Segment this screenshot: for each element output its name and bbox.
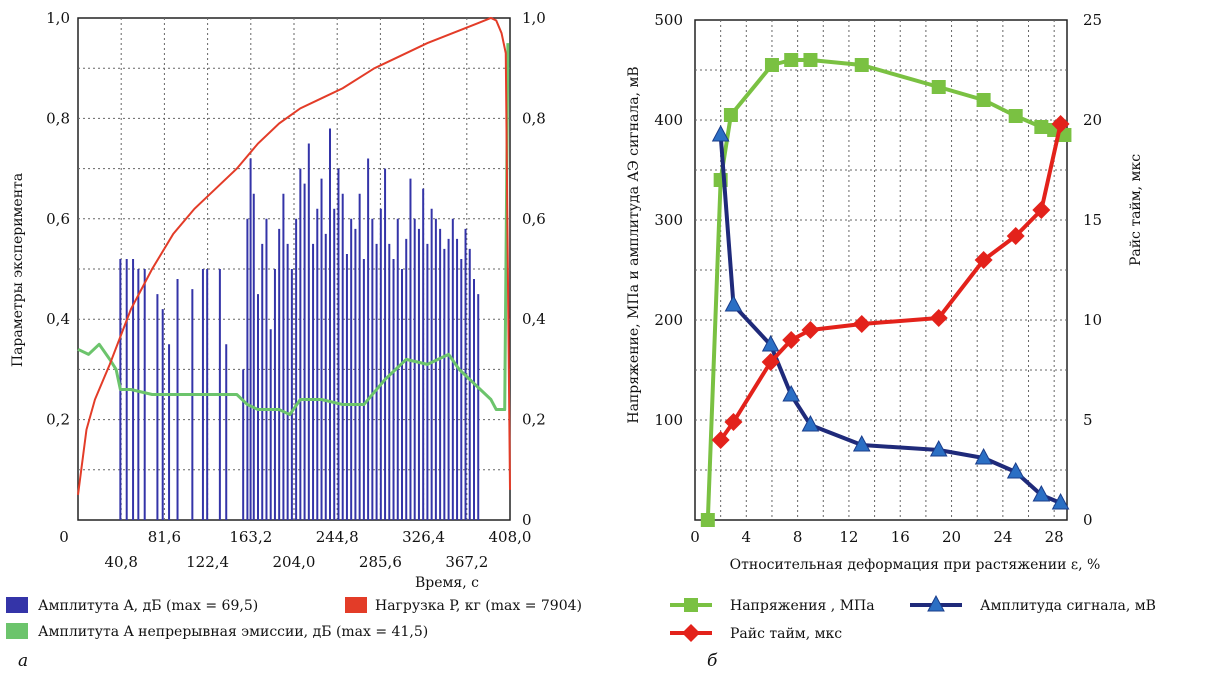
y-tick-right: 0	[1083, 511, 1093, 529]
stress-point	[1008, 109, 1023, 123]
panel-label-a: а	[18, 651, 28, 671]
x-tick-upper: 163,2	[229, 528, 272, 546]
stress-point	[764, 58, 779, 72]
rise-time-point	[801, 321, 820, 339]
x-tick: 8	[793, 528, 803, 546]
y-axis-label-b: Напряжение, МПа и амплитуда АЭ сигнала, …	[626, 66, 642, 423]
continuous-emission-line	[77, 43, 510, 417]
y-tick-right: 0,4	[522, 310, 546, 328]
amplitude-point	[761, 334, 780, 352]
rise-time-point	[974, 251, 993, 269]
x-tick: 4	[742, 528, 752, 546]
amplitude-point	[782, 384, 801, 402]
legend-label: Напряжения , МПа	[730, 598, 875, 614]
y-tick-left: 0,2	[46, 411, 70, 429]
legend-marker	[684, 598, 698, 612]
x-tick: 24	[993, 528, 1012, 546]
x-tick-upper: 81,6	[148, 528, 181, 546]
y-tick-right: 0,8	[522, 109, 546, 127]
y-tick-right: 0	[522, 511, 532, 529]
y-tick-right: 1,0	[522, 9, 546, 27]
x-tick-lower: 285,6	[359, 553, 402, 571]
y-tick-right: 20	[1083, 111, 1102, 129]
y-tick-left: 0,8	[46, 109, 70, 127]
x-tick-lower: 122,4	[186, 553, 229, 571]
rise-time-point	[852, 315, 871, 333]
x-tick: 16	[891, 528, 910, 546]
y-tick-left: 500	[654, 11, 683, 29]
y-tick-right: 0,2	[522, 411, 546, 429]
rise-time-point	[1051, 115, 1070, 133]
chart-b: 100 200 300 400 500 0 5 10 15 20 25 0 4 8 12 16 20 24 28 От…	[626, 11, 1156, 671]
amplitude-point	[724, 294, 743, 312]
x-tick-lower: 367,2	[445, 553, 488, 571]
legend-marker	[927, 594, 945, 612]
stress-point	[976, 93, 991, 107]
legend-label: Райс тайм, мкс	[730, 626, 842, 642]
y-tick-right: 15	[1083, 211, 1102, 229]
stress-point	[854, 58, 869, 72]
load-line	[77, 16, 511, 496]
y-tick-left: 200	[654, 311, 683, 329]
y-tick-left: 1,0	[46, 9, 70, 27]
legend-label: Амплитуда сигнала, мВ	[980, 598, 1156, 614]
rise-time-point	[929, 309, 948, 327]
y-tick-left: 0,6	[46, 210, 70, 228]
legend-label: Амплитута A, дБ (max = 69,5)	[38, 598, 258, 614]
legend-swatch	[6, 623, 28, 639]
legend-swatch	[6, 597, 28, 613]
amplitude-point	[929, 439, 948, 457]
legend-label: Нагрузка P, кг (max = 7904)	[375, 598, 582, 614]
legend-label: Амплитута A непрерывная эмиссии, дБ (max…	[38, 624, 428, 640]
rise-time-point	[1032, 201, 1051, 219]
x-tick-lower: 204,0	[273, 553, 316, 571]
amplitude-point	[711, 124, 730, 142]
y-tick-right: 5	[1083, 411, 1093, 429]
amplitude-point	[1006, 461, 1025, 479]
x-tick: 20	[942, 528, 961, 546]
stress-point	[784, 53, 799, 67]
panel-label-b: б	[707, 651, 718, 671]
x-axis-label-b: Относительная деформация при растяжении …	[730, 557, 1101, 573]
amplitude-point	[852, 434, 871, 452]
stress-point	[1034, 120, 1049, 134]
rise-time-point	[711, 431, 730, 449]
y-tick-right: 25	[1083, 11, 1102, 29]
y2-axis-label-b: Райс тайм, мкс	[1128, 154, 1144, 266]
x-tick: 28	[1045, 528, 1064, 546]
amplitude-point	[1051, 492, 1070, 510]
y-tick-left: 0,4	[46, 310, 70, 328]
y-tick-right: 10	[1083, 311, 1102, 329]
rise-time-point	[782, 331, 801, 349]
y-tick-left: 100	[654, 411, 683, 429]
legend-marker	[682, 624, 700, 642]
x-tick-upper: 0	[59, 528, 69, 546]
x-tick-upper: 408,0	[489, 528, 532, 546]
legend-swatch	[345, 597, 367, 613]
rise-time-point	[761, 353, 780, 371]
x-tick-lower: 40,8	[104, 553, 137, 571]
y-tick-right: 0,6	[522, 210, 546, 228]
stress-point	[931, 80, 946, 94]
chart-a: 0,2 0,4 0,6 0,8 1,0 0 0,2 0,4 0,6 0,8 1,0 0 81,6 163,…	[6, 9, 582, 671]
stress-point	[803, 53, 818, 67]
x-axis-label-a: Время, с	[415, 575, 479, 591]
x-tick-upper: 244,8	[316, 528, 359, 546]
x-tick-upper: 326,4	[402, 528, 445, 546]
y-tick-left: 300	[654, 211, 683, 229]
y-tick-left: 400	[654, 111, 683, 129]
amplitude-point	[801, 414, 820, 432]
stress-point	[700, 513, 715, 527]
amplitude-point	[974, 447, 993, 465]
x-tick: 0	[690, 528, 700, 546]
rise-time-point	[1006, 227, 1025, 245]
amplitude-point	[1032, 484, 1051, 502]
rise-time-point	[724, 413, 743, 431]
y-axis-label-a: Параметры эксперимента	[10, 173, 26, 367]
stress-point	[723, 108, 738, 122]
x-tick: 12	[839, 528, 858, 546]
